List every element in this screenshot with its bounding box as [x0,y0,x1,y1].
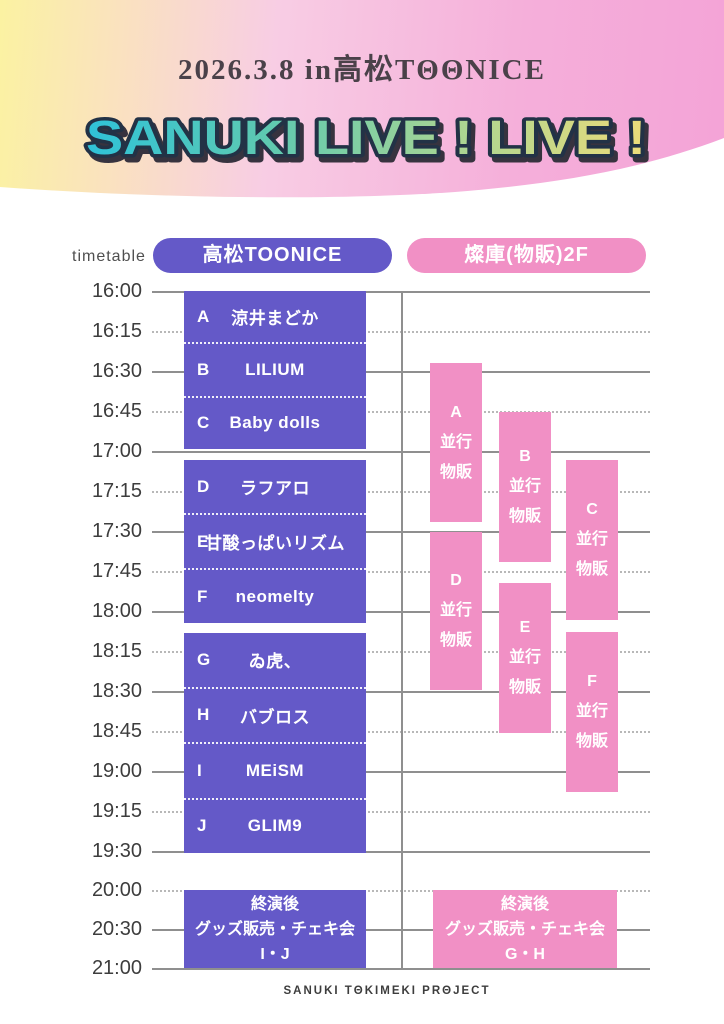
act-letter: D [197,476,210,496]
merch-slot-line: 並行 [439,433,472,451]
stage-slot-block: G ゐ虎、 H バブロス I MEiSM J GLIM9 [184,633,366,853]
timetable-label: timetable [72,248,146,265]
time-label: 16:00 [91,280,142,302]
merch-slot-line: 並行 [575,531,608,548]
performance-row: D ラフアロ [184,460,366,513]
closing-line: グッズ販売・チェキ会 [444,920,605,938]
closing-line: 終演後 [500,895,549,913]
act-letter: H [197,705,210,725]
merch-slot-block-d: D 並行物販 [430,532,482,690]
merch-slot-line: B [519,448,531,465]
act-name: LILIUM [245,359,305,379]
merch-slot-line: 物販 [575,733,608,750]
merch-slot-block-a: A 並行物販 [430,363,482,522]
time-label: 17:45 [91,560,142,582]
performance-row: E 甘酸っぱいリズム [184,513,366,568]
merch-column-header: 燦庫(物販)2F [407,238,646,273]
closing-line: I・J [260,945,290,963]
merch-closing-block: 終演後グッズ販売・チェキ会 G・H [433,890,617,968]
merch-slot-line: D [450,572,462,589]
closing-line: グッズ販売・チェキ会 [194,920,355,938]
performance-row: J GLIM9 [184,797,366,854]
closing-line: 終演後 [250,895,299,913]
time-label: 17:00 [91,440,142,462]
merch-slot-line: 並行 [508,478,541,495]
act-letter: G [197,649,211,669]
merch-slot-block-c: C 並行物販 [566,460,618,620]
merch-slot-line: F [587,673,597,690]
act-letter: E [197,531,209,551]
merch-slot-line: C [586,501,598,518]
merch-slot-block-f: F 並行物販 [566,632,618,792]
performance-row: A 涼井まどか [184,291,366,342]
merch-slot-line: A [450,403,462,421]
time-label: 19:30 [91,840,142,862]
act-name: neomelty [235,586,315,606]
time-label: 18:15 [91,640,142,662]
act-letter: F [197,586,208,606]
footer-credit: SANUKI TΘKIMEKI PRΘJECT [283,985,491,997]
merch-slot-line: 並行 [575,703,608,720]
time-label: 20:00 [91,879,142,901]
performance-row: C Baby dolls [184,395,366,449]
time-label: 17:15 [91,480,142,502]
act-name: GLIM9 [247,816,303,836]
merch-slot-line: 並行 [508,649,541,666]
performance-row: I MEiSM [184,742,366,798]
stage-column-header: 高松TOONICE [153,238,392,273]
act-letter: C [197,413,210,433]
closing-line: G・H [504,945,545,963]
time-label: 16:15 [91,320,142,342]
time-label: 16:45 [91,400,142,422]
merch-slot-block-b: B 並行物販 [499,412,551,562]
merch-slot-line: 物販 [575,561,608,578]
act-letter: I [197,760,202,780]
time-label: 17:30 [91,520,142,542]
performance-row: B LILIUM [184,342,366,395]
performance-row: G ゐ虎、 [184,633,366,687]
time-label: 16:30 [91,360,142,382]
time-gridline [152,968,650,970]
merch-slot-line: 物販 [508,508,541,525]
stage-slot-block: A 涼井まどか B LILIUM C Baby dolls [184,291,366,449]
act-name: バブロス [240,707,310,727]
event-title: SANUKI LIVE ! LIVE ! SANUKI LIVE ! LIVE … [83,109,654,174]
act-name: ラフアロ [240,479,310,498]
stage-closing-block: 終演後グッズ販売・チェキ会 I・J [184,890,366,968]
act-name: 涼井まどか [231,309,319,329]
merch-slot-line: 物販 [439,632,472,649]
time-label: 20:30 [91,918,142,940]
time-label: 19:15 [91,800,142,822]
merch-slot-line: 物販 [439,463,472,481]
act-name: Baby dolls [229,413,321,433]
act-letter: A [197,306,210,326]
time-label: 21:00 [91,957,142,979]
act-letter: J [197,816,207,836]
merch-slot-line: 物販 [508,679,541,696]
act-name: MEiSM [245,760,305,780]
event-date: 2026.3.8 in高松TΘΘNICE [178,54,546,86]
hero-wave-background [0,0,724,198]
act-name: ゐ虎、 [248,652,302,672]
merch-slot-block-e: E 並行物販 [499,583,551,733]
merch-slot-line: E [519,619,531,636]
time-label: 18:30 [91,680,142,702]
act-letter: B [197,359,210,379]
merch-slot-line: 並行 [439,602,472,619]
event-title-shadow: SANUKI LIVE ! LIVE ! [90,117,650,170]
header-banner: 2026.3.8 in高松TΘΘNICE SANUKI LIVE ! LIVE … [0,0,724,212]
time-label: 19:00 [91,760,142,782]
event-title-text: SANUKI LIVE ! LIVE ! [86,112,646,165]
performance-row: H バブロス [184,686,366,743]
time-label: 18:45 [91,720,142,742]
column-divider-line [401,291,403,968]
act-name: 甘酸っぱいリズム [205,534,345,553]
time-label: 18:00 [91,600,142,622]
